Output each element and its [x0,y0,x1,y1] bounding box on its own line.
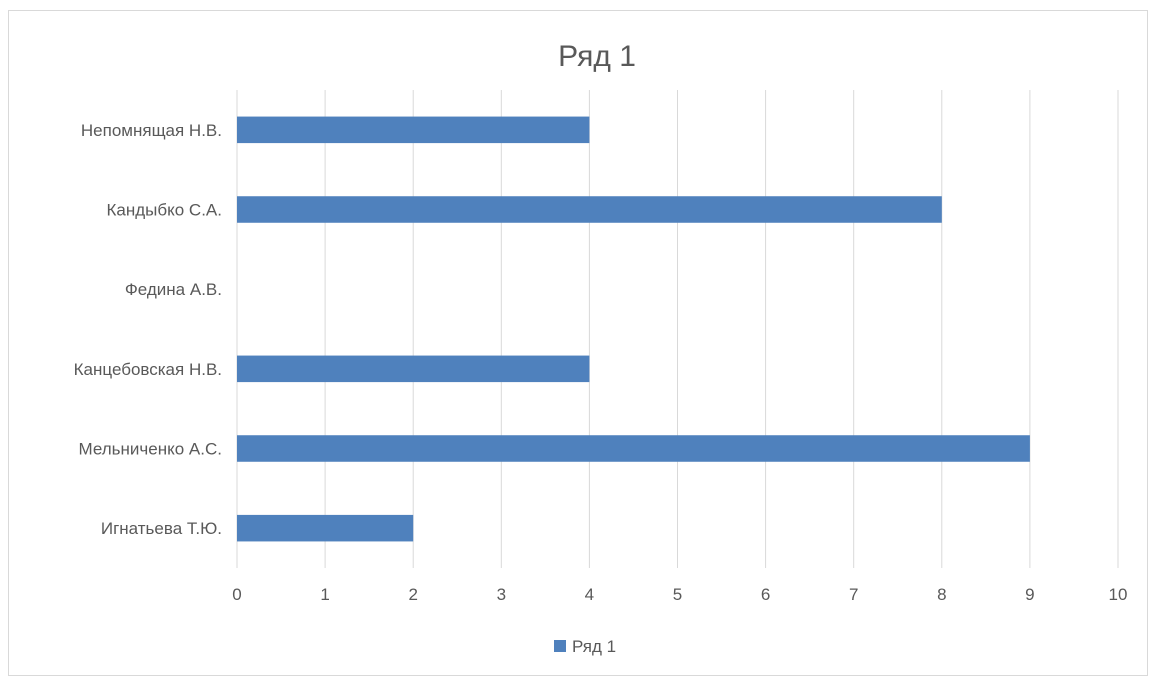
bars [237,116,1030,542]
x-tick-label: 0 [232,585,241,604]
category-labels: Игнатьева Т.Ю. Мельниченко А.С. Канцебовск… [74,121,222,538]
x-tick-label: 9 [1025,585,1034,604]
category-label: Канцебовская Н.В. [74,360,222,379]
x-tick-label: 2 [408,585,417,604]
category-label: Игнатьева Т.Ю. [101,519,222,538]
gridlines [236,90,1119,568]
category-label: Кандыбко С.А. [107,201,223,220]
bar [237,355,590,383]
x-tick-label: 10 [1109,585,1128,604]
category-label: Непомнящая Н.В. [81,121,222,140]
bar [237,196,942,223]
x-tick-label: 7 [849,585,858,604]
category-label: Мельниченко А.С. [79,440,222,459]
x-tick-label: 1 [320,585,329,604]
chart-title: Ряд 1 [558,40,636,73]
legend-swatch [554,640,566,652]
category-label: Федина А.В. [125,280,222,299]
bar [237,514,414,542]
x-tick-label: 3 [497,585,506,604]
x-tick-label: 8 [937,585,946,604]
x-tick-label: 6 [761,585,770,604]
x-tick-label: 4 [585,585,594,604]
bar [237,116,590,144]
bar [237,435,1030,462]
legend-label: Ряд 1 [572,637,616,656]
x-tick-label: 5 [673,585,682,604]
x-axis-tick-labels: 0 1 2 3 4 5 6 7 8 9 10 [232,585,1127,604]
legend: Ряд 1 [554,637,616,656]
